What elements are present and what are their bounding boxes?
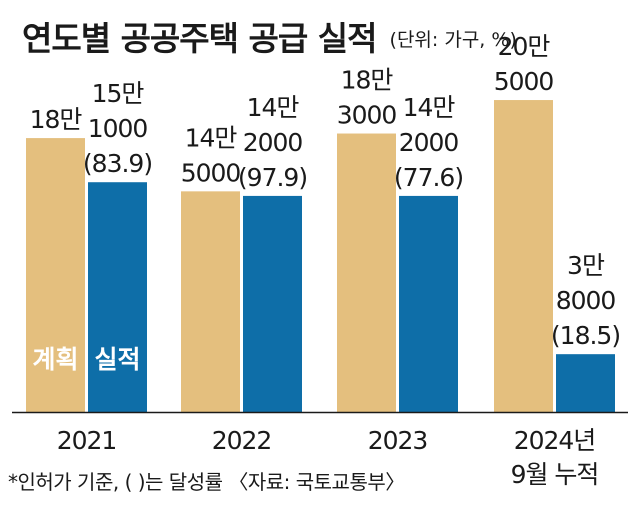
actual-label-2: 14만 2000 (97.9) bbox=[238, 93, 307, 192]
plan-label-2: 14만 5000 bbox=[181, 123, 241, 187]
actual-bar-2 bbox=[243, 195, 302, 412]
category-label-1: 2021 bbox=[57, 426, 117, 455]
actual-label-4: 3만 8000 (18.5) bbox=[551, 251, 620, 350]
plan-bar-2 bbox=[181, 191, 240, 412]
plan-label-4: 20만 5000 bbox=[494, 32, 554, 96]
category-label-3: 2023 bbox=[368, 426, 428, 455]
actual-label-1: 15만 1000 (83.9) bbox=[83, 79, 152, 178]
actual-bar-4 bbox=[556, 354, 615, 412]
category-label-2: 2022 bbox=[212, 426, 272, 455]
actual-label-3: 14만 2000 (77.6) bbox=[394, 93, 463, 192]
plan-label-3: 18만 3000 bbox=[337, 66, 397, 130]
unit-note: (단위: 가구, %) bbox=[389, 29, 517, 51]
plan-bar-4 bbox=[494, 100, 553, 412]
actual-bar-1 bbox=[88, 182, 147, 412]
plan-label-1: 18만 bbox=[30, 105, 83, 134]
plan-bar-3 bbox=[337, 133, 396, 413]
actual-bar-3 bbox=[399, 195, 458, 412]
title-row: 연도별 공공주택 공급 실적 (단위: 가구, %) bbox=[22, 12, 517, 60]
chart-title: 연도별 공공주택 공급 실적 bbox=[22, 19, 377, 58]
plan-bar-1 bbox=[26, 138, 85, 412]
footnote: *인허가 기준, ( )는 달성률 〈자료: 국토교통부〉 bbox=[8, 470, 405, 494]
legend-actual: 실적 bbox=[94, 345, 140, 374]
legend-plan: 계획 bbox=[32, 345, 78, 374]
category-label-4: 2024년 9월 누적 bbox=[511, 426, 599, 489]
